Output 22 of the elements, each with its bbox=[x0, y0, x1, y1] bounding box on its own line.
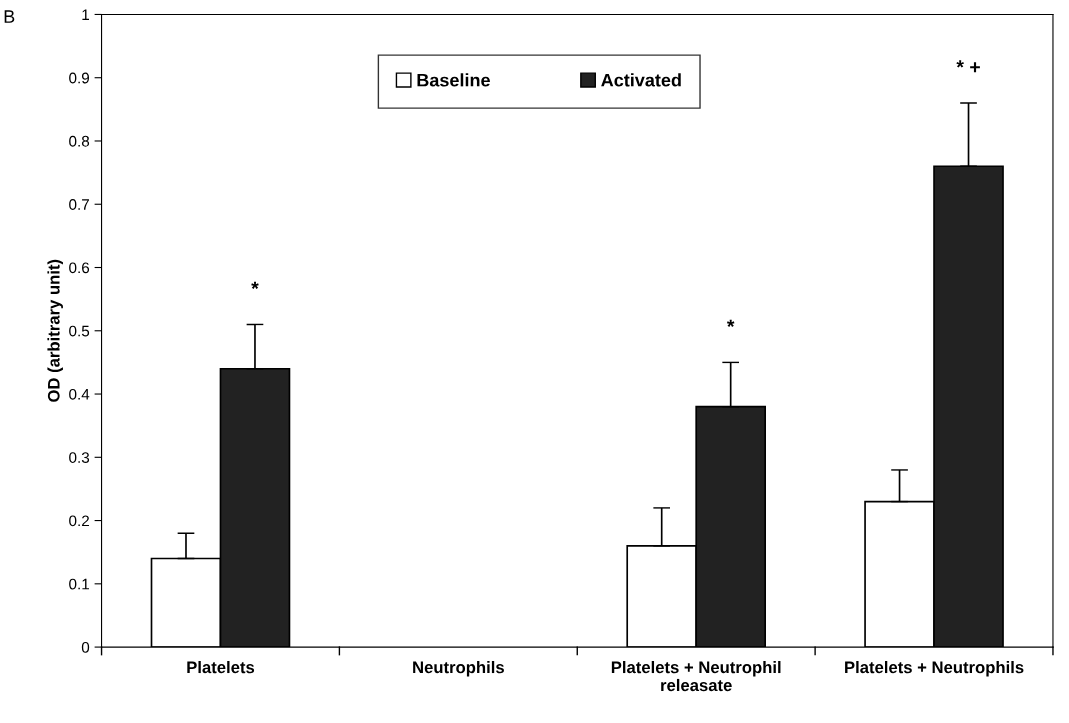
text: B bbox=[4, 10, 15, 23]
y-tick-label: 0 bbox=[81, 641, 90, 653]
annotation: * bbox=[251, 281, 259, 289]
legend-label: Baseline bbox=[417, 73, 490, 87]
annotation: * bbox=[726, 319, 735, 327]
y-tick-label: 1 bbox=[82, 9, 89, 20]
x-tick-label: Platelets bbox=[187, 660, 255, 674]
y-tick-label: 0.8 bbox=[69, 135, 90, 147]
y-tick-label: 0.6 bbox=[69, 262, 90, 274]
legend-label: Activated bbox=[601, 73, 681, 87]
y-tick-label: 0.9 bbox=[69, 72, 90, 84]
y-tick-label: 0.4 bbox=[69, 388, 90, 400]
y-tick-label: 0.1 bbox=[69, 578, 90, 590]
x-tick-label: Platelets + Neutrophil releasate bbox=[611, 660, 781, 692]
y-tick-label: 0.2 bbox=[69, 515, 89, 527]
annotation: * + bbox=[956, 60, 980, 73]
y-tick-label: 0.7 bbox=[69, 199, 89, 210]
y-tick-label: 0.3 bbox=[69, 452, 90, 463]
x-tick-label: Platelets + Neutrophils bbox=[845, 660, 1024, 677]
y-tick-label: 0.5 bbox=[69, 325, 90, 337]
x-tick-label: Neutrophils bbox=[413, 660, 504, 677]
y-axis-title: OD (arbitrary unit) bbox=[47, 259, 63, 402]
